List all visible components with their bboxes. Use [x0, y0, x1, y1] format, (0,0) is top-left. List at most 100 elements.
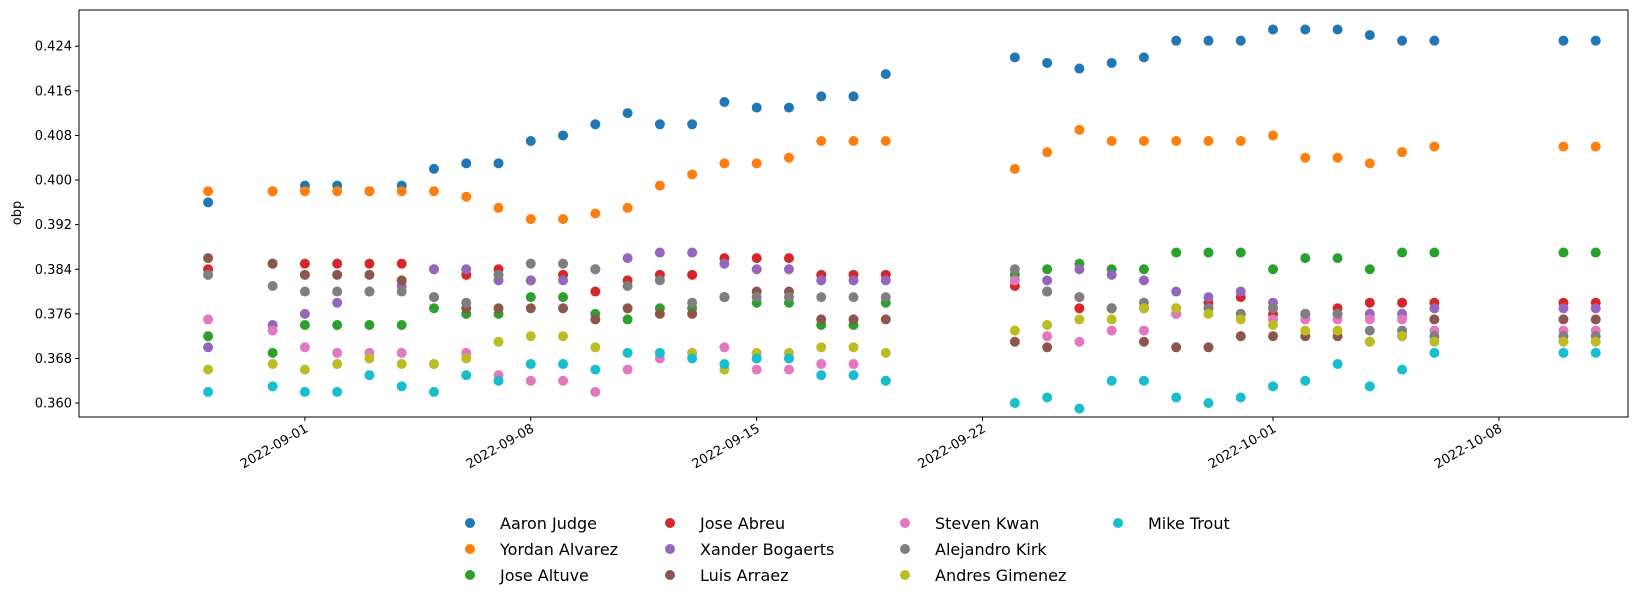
data-point — [751, 353, 762, 364]
data-point — [1235, 136, 1246, 147]
data-point — [880, 69, 891, 80]
data-point — [1268, 381, 1279, 392]
data-point — [1074, 314, 1085, 325]
data-point — [1429, 247, 1440, 258]
data-point — [267, 325, 278, 336]
data-point — [590, 386, 601, 397]
data-point — [1558, 336, 1569, 347]
data-point — [880, 375, 891, 386]
legend-item: Luis Arraez — [665, 566, 789, 585]
legend-marker — [665, 570, 675, 580]
data-point — [1332, 359, 1343, 370]
data-point — [783, 152, 794, 163]
data-point — [396, 381, 407, 392]
data-point — [1235, 314, 1246, 325]
data-point — [590, 264, 601, 275]
data-point — [816, 314, 827, 325]
data-point — [267, 258, 278, 269]
data-point — [525, 275, 536, 286]
data-point — [558, 375, 569, 386]
data-point — [1332, 308, 1343, 319]
data-point — [1171, 35, 1182, 46]
data-point — [299, 286, 310, 297]
data-point — [1042, 57, 1053, 68]
data-point — [1074, 63, 1085, 74]
data-point — [1558, 35, 1569, 46]
data-point — [783, 264, 794, 275]
data-point — [396, 320, 407, 331]
data-point — [1364, 381, 1375, 392]
data-point — [1074, 403, 1085, 414]
data-point — [1203, 342, 1214, 353]
data-point — [1042, 275, 1053, 286]
data-point — [622, 108, 633, 119]
series-1 — [203, 124, 1601, 225]
data-point — [299, 308, 310, 319]
data-point — [558, 292, 569, 303]
y-axis-label: obp — [10, 201, 25, 225]
data-point — [332, 286, 343, 297]
data-point — [1106, 303, 1117, 314]
data-point — [1364, 297, 1375, 308]
data-point — [622, 280, 633, 291]
data-point — [1009, 398, 1020, 409]
data-point — [1074, 124, 1085, 135]
data-point — [1300, 253, 1311, 264]
data-point — [848, 91, 859, 102]
legend-label: Mike Trout — [1148, 514, 1230, 533]
data-point — [1171, 286, 1182, 297]
data-point — [428, 163, 439, 174]
data-point — [1397, 314, 1408, 325]
data-point — [1042, 392, 1053, 403]
data-point — [428, 386, 439, 397]
data-point — [299, 269, 310, 280]
data-point — [1364, 325, 1375, 336]
data-point — [1429, 303, 1440, 314]
data-point — [719, 96, 730, 107]
legend-item: Alejandro Kirk — [900, 540, 1047, 559]
data-point — [461, 370, 472, 381]
data-point — [1106, 136, 1117, 147]
data-point — [558, 214, 569, 225]
data-point — [848, 136, 859, 147]
data-point — [267, 381, 278, 392]
data-point — [428, 303, 439, 314]
data-point — [396, 286, 407, 297]
data-point — [1042, 286, 1053, 297]
data-point — [654, 180, 665, 191]
data-point — [590, 286, 601, 297]
data-point — [428, 292, 439, 303]
y-tick-label: 0.408 — [35, 129, 72, 144]
data-point — [1268, 130, 1279, 141]
data-point — [203, 342, 214, 353]
data-point — [654, 347, 665, 358]
data-point — [1268, 303, 1279, 314]
data-point — [461, 191, 472, 202]
data-point — [332, 297, 343, 308]
data-point — [687, 308, 698, 319]
data-point — [1429, 336, 1440, 347]
legend-marker — [900, 570, 910, 580]
data-point — [299, 364, 310, 375]
data-point — [1009, 264, 1020, 275]
data-point — [1074, 336, 1085, 347]
data-point — [332, 186, 343, 197]
data-point — [816, 136, 827, 147]
data-point — [1235, 392, 1246, 403]
data-point — [493, 158, 504, 169]
data-point — [1203, 136, 1214, 147]
data-point — [654, 308, 665, 319]
legend-marker — [465, 518, 475, 528]
data-point — [1106, 57, 1117, 68]
data-point — [493, 269, 504, 280]
data-point — [1074, 303, 1085, 314]
data-point — [203, 314, 214, 325]
data-point — [719, 158, 730, 169]
data-point — [783, 292, 794, 303]
data-point — [461, 353, 472, 364]
data-point — [299, 258, 310, 269]
legend-marker — [665, 544, 675, 554]
data-point — [267, 280, 278, 291]
legend-item: Aaron Judge — [465, 514, 597, 533]
